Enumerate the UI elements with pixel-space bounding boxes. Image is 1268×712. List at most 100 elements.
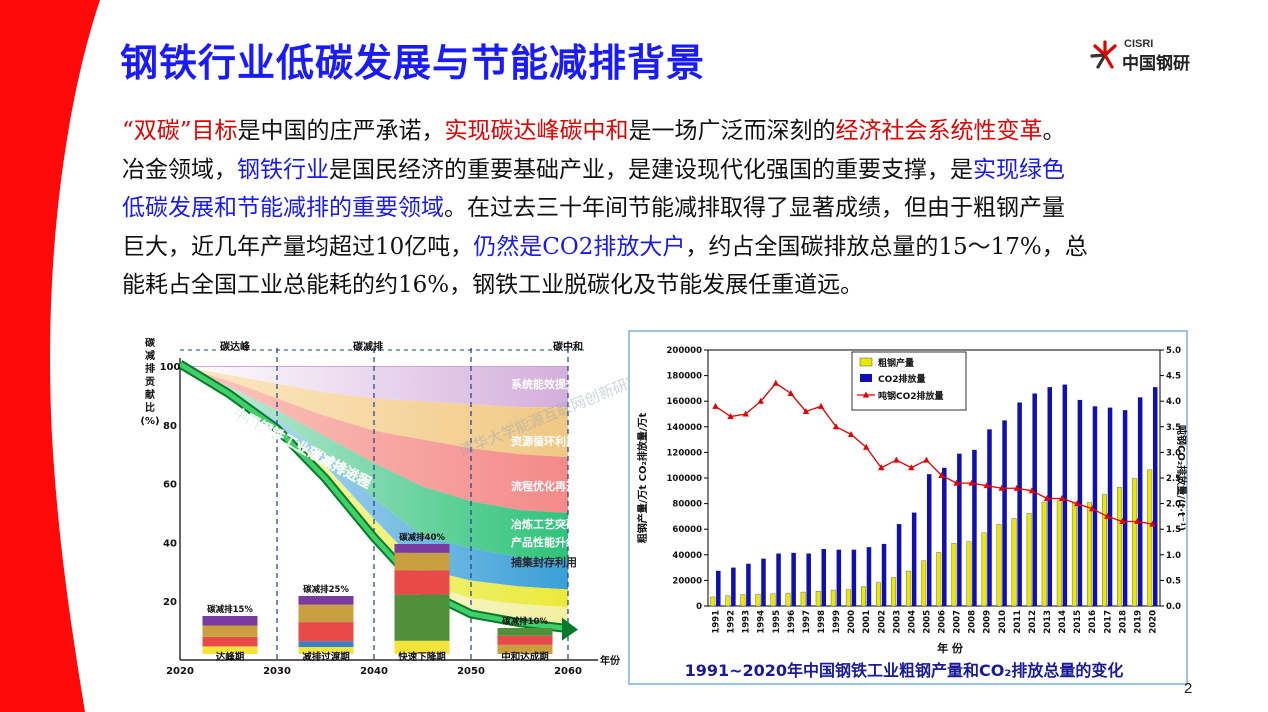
bar-steel-output	[1011, 518, 1017, 607]
x-tick-label: 1999	[832, 610, 842, 634]
y-left-tick-label: 180000	[667, 372, 703, 382]
y-left-tick-label: 120000	[667, 448, 703, 458]
bar-co2-emission	[1122, 410, 1128, 606]
x-tick-label: 1997	[802, 610, 812, 634]
y-axis-title-char: 献	[145, 388, 155, 401]
y-axis-title-char: 减	[145, 349, 155, 362]
y-axis-title-char: 贡	[145, 376, 155, 388]
x-tick-label: 2014	[1058, 610, 1068, 634]
line-marker	[1104, 512, 1111, 519]
bar-co2-emission	[987, 429, 992, 606]
bar-steel-output	[755, 593, 761, 607]
line-marker	[787, 390, 795, 397]
x-axis-unit: 年份	[600, 654, 621, 667]
decarbonization-arrow	[178, 361, 569, 632]
period-label: 中和达成期	[501, 651, 549, 663]
stack-segment	[298, 596, 354, 605]
x-tick-label: 1996	[787, 610, 797, 634]
stack-label: 碳减排10%	[502, 616, 548, 627]
x-tick-label: 2017	[1103, 610, 1113, 634]
bar-steel-output	[770, 593, 776, 607]
x-tick-label: 2000	[847, 610, 857, 634]
paragraph-text: 冶金领域，	[122, 156, 237, 183]
y-right-tick-label: 0.5	[1166, 576, 1181, 586]
y-left-tick-label: 60000	[672, 525, 702, 535]
line-marker	[1013, 484, 1021, 491]
steel-co2-chart: 2000001800001600001400001200001000008000…	[628, 330, 1188, 685]
stack-segment	[394, 594, 450, 641]
legend-label: CO2排放量	[878, 373, 926, 385]
line-marker	[908, 464, 915, 471]
line-marker	[802, 407, 810, 414]
paragraph-text: 巨大，近几年产量均超过10亿吨，	[122, 233, 474, 260]
stack-segment	[202, 636, 258, 647]
x-tick-label: 2018	[1118, 610, 1128, 634]
bar-co2-emission	[911, 512, 917, 606]
stack-segment	[497, 628, 553, 636]
x-tick-label: 2004	[907, 610, 917, 634]
y-left-tick-label: 100000	[667, 474, 703, 484]
bar-steel-output	[876, 582, 881, 607]
bar-steel-output	[830, 589, 836, 607]
x-tick-label: 1995	[772, 610, 782, 634]
paragraph-text: ，约占全国碳排放总量的15～17%，总	[685, 233, 1088, 260]
bar-steel-output	[906, 570, 912, 607]
x-axis-title: 年 份	[937, 641, 964, 655]
bar-steel-output	[951, 543, 957, 607]
bar-steel-output	[996, 524, 1002, 607]
bar-steel-output	[800, 591, 806, 607]
band-label: 系统能效提升	[511, 377, 577, 391]
line-marker	[983, 482, 990, 489]
y-right-tick-label: 0.0	[1166, 602, 1181, 612]
highlighted-text: 低碳发展和节能减排的重要领域	[122, 195, 444, 221]
paragraph-line: 能耗占全国工业总能耗的约16%，钢铁工业脱碳化及节能发展任重道远。	[122, 266, 1242, 305]
bar-co2-emission	[791, 552, 796, 606]
bar-co2-emission	[926, 474, 932, 606]
legend-label: 粗钢产量	[878, 357, 914, 369]
line-marker	[1119, 518, 1126, 525]
stack-segment	[394, 544, 450, 553]
x-tick-label: 1991	[712, 610, 722, 634]
phase-label: 碳中和	[553, 340, 583, 353]
bar-steel-output	[710, 596, 716, 607]
band-label: 流程优化再造	[511, 479, 578, 493]
line-marker	[953, 479, 960, 486]
bar-steel-output	[1102, 494, 1107, 607]
y-right-tick-label: 2.0	[1166, 500, 1181, 510]
y-tick-label: 40	[163, 538, 177, 549]
y-tick-label: 80	[163, 421, 177, 432]
bar-co2-emission	[851, 549, 857, 606]
paragraph-text: 能耗占全国工业总能耗的约16%，钢铁工业脱碳化及节能发展任重道远。	[122, 272, 864, 298]
arrow-head	[562, 617, 578, 641]
slide-title: 钢铁行业低碳发展与节能减排背景	[120, 41, 706, 85]
line-marker	[757, 397, 764, 404]
bar-co2-emission	[776, 553, 781, 606]
x-tick-label: 2013	[1043, 610, 1053, 634]
x-tick-label: 2060	[554, 666, 582, 677]
stack-segment	[298, 604, 354, 623]
y-right-tick-label: 3.0	[1166, 448, 1181, 458]
bar-co2-emission	[1062, 384, 1068, 606]
stack-label: 碳减排40%	[399, 532, 445, 543]
bar-co2-emission	[881, 543, 887, 606]
y-right-tick-label: 1.5	[1166, 525, 1181, 535]
bar-co2-emission	[761, 558, 766, 606]
y-axis-title-char: (%)	[140, 416, 159, 427]
bar-steel-output	[1086, 502, 1092, 607]
x-tick-label: 2010	[998, 610, 1008, 634]
x-tick-label: 2002	[877, 610, 887, 634]
bar-co2-emission	[1107, 407, 1113, 606]
bar-steel-output	[815, 591, 821, 607]
bar-steel-output	[981, 532, 987, 607]
y-left-tick-label: 200000	[667, 346, 703, 356]
x-tick-label: 1998	[817, 610, 827, 634]
red-decorative-band	[0, 0, 100, 712]
x-tick-label: 2008	[968, 610, 978, 634]
line-co2-per-ton	[715, 382, 1153, 525]
period-label: 减排过渡期	[302, 651, 350, 663]
period-label: 达峰期	[216, 651, 245, 663]
x-tick-label: 2007	[953, 610, 963, 634]
decarbonization-roadmap-chart: 中国钢铁工业碳减排进程系统能效提升资源循环利用流程优化再造冶炼工艺突破产品性能升…	[140, 338, 630, 677]
bar-co2-emission	[1047, 387, 1053, 606]
line-marker	[968, 479, 975, 486]
